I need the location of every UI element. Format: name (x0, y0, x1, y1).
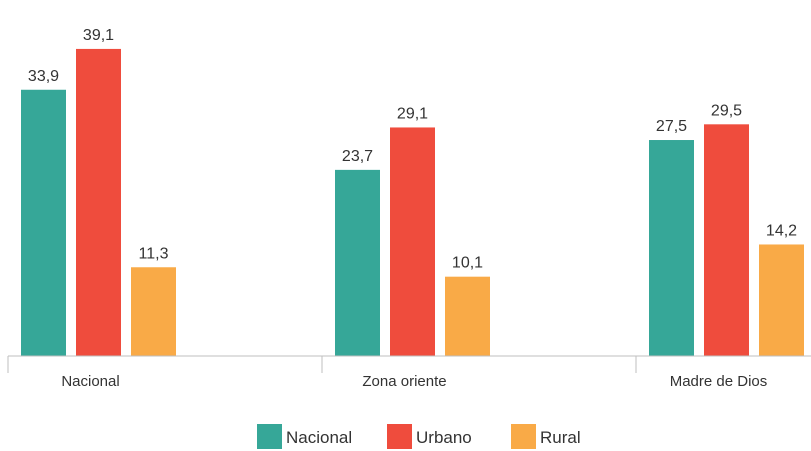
bar-rural-0 (131, 267, 176, 356)
bar-urbano-1 (390, 127, 435, 357)
bar-urbano-0 (76, 48, 121, 357)
value-label: 29,5 (711, 102, 742, 119)
bars-layer (21, 48, 804, 357)
legend-label-nacional: Nacional (286, 428, 352, 447)
value-label: 39,1 (83, 27, 114, 44)
category-labels-layer: Nacional Zona oriente Madre de Dios (61, 373, 767, 390)
bar-urbano-2 (704, 124, 749, 356)
legend-swatch-rural (511, 424, 536, 449)
value-label: 11,3 (139, 245, 169, 262)
value-labels-layer: 33,9 39,1 11,3 23,7 29,1 10,1 27,5 29,5 14,2 (28, 27, 797, 272)
bar-nacional-0 (21, 89, 66, 356)
legend-label-rural: Rural (540, 428, 581, 447)
legend-swatch-nacional (257, 424, 282, 449)
bar-rural-2 (759, 244, 804, 356)
category-label: Nacional (61, 373, 119, 390)
category-label: Madre de Dios (670, 373, 768, 390)
legend: Nacional Urbano Rural (257, 424, 581, 449)
value-label: 29,1 (397, 105, 428, 122)
value-label: 14,2 (766, 222, 797, 239)
bar-rural-1 (445, 276, 490, 356)
value-label: 33,9 (28, 68, 59, 85)
legend-swatch-urbano (387, 424, 412, 449)
value-label: 10,1 (452, 255, 483, 272)
legend-label-urbano: Urbano (416, 428, 472, 447)
value-label: 23,7 (342, 148, 373, 165)
bar-nacional-1 (335, 169, 380, 356)
bar-nacional-2 (649, 140, 694, 356)
value-label: 27,5 (656, 118, 687, 135)
x-axis (7, 355, 811, 373)
category-label: Zona oriente (362, 373, 446, 390)
